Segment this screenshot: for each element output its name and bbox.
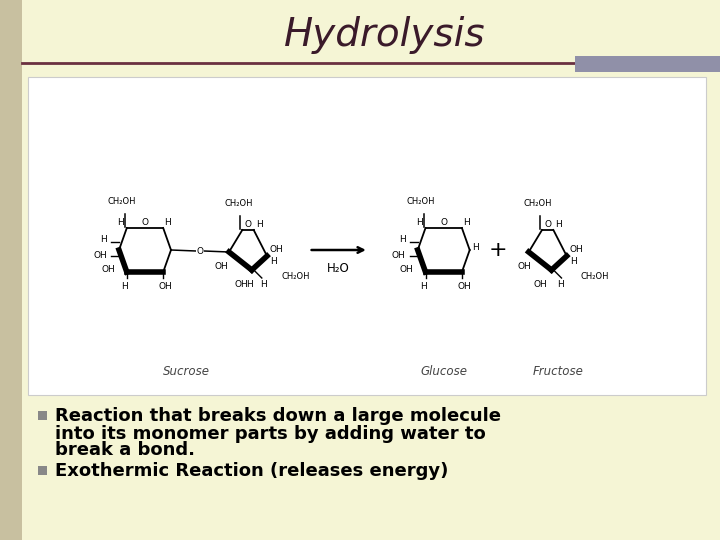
Text: O: O bbox=[142, 218, 148, 227]
Text: Sucrose: Sucrose bbox=[163, 365, 210, 378]
Text: CH₂OH: CH₂OH bbox=[281, 272, 310, 281]
Text: H: H bbox=[570, 258, 577, 267]
Bar bbox=[38, 411, 47, 420]
Text: OH: OH bbox=[457, 282, 471, 291]
Text: H: H bbox=[100, 235, 107, 245]
Text: Glucose: Glucose bbox=[420, 365, 467, 378]
Text: CH₂OH: CH₂OH bbox=[107, 197, 136, 206]
Text: Exothermic Reaction (releases energy): Exothermic Reaction (releases energy) bbox=[55, 462, 449, 480]
Text: Fructose: Fructose bbox=[532, 365, 583, 378]
Text: H: H bbox=[256, 220, 263, 229]
Text: OH: OH bbox=[518, 262, 531, 271]
Text: OH: OH bbox=[158, 282, 172, 291]
Text: OH: OH bbox=[534, 280, 547, 289]
Text: OH: OH bbox=[400, 266, 414, 274]
Text: OH: OH bbox=[570, 246, 583, 254]
Text: into its monomer parts by adding water to: into its monomer parts by adding water t… bbox=[55, 425, 486, 443]
Text: OH: OH bbox=[94, 252, 107, 260]
Bar bbox=[38, 466, 47, 475]
Text: OH: OH bbox=[102, 266, 115, 274]
Text: H: H bbox=[557, 280, 564, 289]
Text: H: H bbox=[472, 244, 479, 253]
Bar bbox=[0, 0, 22, 540]
Text: H: H bbox=[270, 258, 276, 267]
Text: O: O bbox=[245, 220, 251, 229]
Text: H: H bbox=[463, 218, 469, 227]
Text: H: H bbox=[399, 235, 405, 245]
Text: O: O bbox=[440, 218, 447, 227]
Text: H: H bbox=[246, 280, 253, 289]
Text: Reaction that breaks down a large molecule: Reaction that breaks down a large molecu… bbox=[55, 407, 501, 425]
Text: O: O bbox=[544, 220, 552, 229]
Text: break a bond.: break a bond. bbox=[55, 441, 195, 459]
Text: OH: OH bbox=[270, 246, 284, 254]
Text: H: H bbox=[117, 218, 124, 227]
Text: CH₂OH: CH₂OH bbox=[581, 272, 609, 281]
Text: H: H bbox=[420, 282, 427, 291]
Bar bbox=[575, 56, 720, 72]
Text: +: + bbox=[488, 240, 507, 260]
Text: OH: OH bbox=[234, 280, 248, 289]
Text: OH: OH bbox=[214, 262, 228, 271]
Text: H: H bbox=[260, 280, 266, 289]
Text: H: H bbox=[415, 218, 423, 227]
Text: OH: OH bbox=[392, 251, 405, 260]
Text: H: H bbox=[555, 220, 562, 229]
Text: H₂O: H₂O bbox=[328, 262, 350, 275]
Text: O: O bbox=[197, 246, 204, 255]
Bar bbox=[28, 77, 706, 395]
Text: CH₂OH: CH₂OH bbox=[523, 199, 552, 208]
Text: H: H bbox=[122, 282, 128, 291]
Text: CH₂OH: CH₂OH bbox=[224, 199, 253, 208]
Text: Hydrolysis: Hydrolysis bbox=[284, 16, 486, 54]
Text: H: H bbox=[164, 218, 171, 227]
Text: CH₂OH: CH₂OH bbox=[406, 197, 435, 206]
